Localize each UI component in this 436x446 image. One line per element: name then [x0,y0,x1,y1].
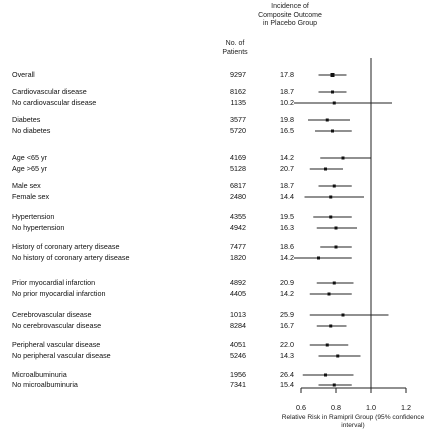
incidence-value: 20.7 [280,164,294,173]
patients-count: 4355 [230,212,246,221]
subgroup-label: Age <65 yr [12,153,47,162]
x-axis-label: Relative Risk in Ramipril Group (95% con… [281,414,425,429]
incidence-value: 14.2 [280,153,294,162]
incidence-value: 14.2 [280,253,294,262]
subgroup-label: Overall [12,70,35,79]
point-estimate [331,129,334,133]
incidence-value: 14.4 [280,192,294,201]
x-tick-label: 0.6 [296,403,306,412]
point-estimate [332,383,336,387]
patients-count: 6817 [230,181,246,190]
point-estimate [329,215,333,219]
patients-count: 4051 [230,340,246,349]
incidence-value: 18.7 [280,87,294,96]
incidence-value: 19.5 [280,212,294,221]
point-estimate [334,245,338,249]
incidence-value: 14.3 [280,351,294,360]
incidence-value: 14.2 [280,289,294,298]
patients-count: 3577 [230,115,246,124]
subgroup-label: No history of coronary artery disease [12,253,130,262]
patients-count: 4405 [230,289,246,298]
point-estimate [332,184,336,188]
subgroup-label: No cerebrovascular disease [12,321,102,330]
point-estimate [332,101,336,105]
patients-count: 7477 [230,242,246,251]
incidence-column-header: Incidence of Composite Outcome in Placeb… [258,3,322,27]
incidence-value: 17.8 [280,70,294,79]
patients-count: 7341 [230,380,246,389]
subgroup-label: History of coronary artery disease [12,242,120,251]
point-estimate [331,90,334,94]
subgroup-label: Prior myocardial infarction [12,278,96,287]
subgroup-label: Hypertension [12,212,55,221]
point-estimate [330,73,335,77]
point-estimate [327,292,331,296]
x-tick-label: 0.8 [331,403,341,412]
incidence-value: 15.4 [280,380,294,389]
subgroup-label: Microalbuminuria [12,370,67,379]
subgroup-label: Age >65 yr [12,164,47,173]
point-estimate [325,118,329,122]
point-estimate [329,324,333,328]
subgroup-label: Diabetes [12,115,41,124]
incidence-value: 18.6 [280,242,294,251]
point-estimate [324,373,327,377]
point-estimate [332,281,336,285]
subgroup-label: No cardiovascular disease [12,98,97,107]
patients-count: 1013 [230,310,246,319]
point-estimate [336,354,340,358]
patients-count: 9297 [230,70,246,79]
patients-count: 1820 [230,253,246,262]
patients-count: 4169 [230,153,246,162]
point-estimate [317,256,320,260]
point-estimate [341,156,345,160]
incidence-value: 26.4 [280,370,294,379]
incidence-value: 25.9 [280,310,294,319]
patients-count: 5720 [230,126,246,135]
subgroup-label: Female sex [12,192,50,201]
point-estimate [324,167,327,171]
subgroup-label: No prior myocardial infarction [12,289,106,298]
subgroup-label: Cerebrovascular disease [12,310,92,319]
incidence-value: 19.8 [280,115,294,124]
point-estimate [325,343,329,347]
patients-count: 8162 [230,87,246,96]
incidence-value: 10.2 [280,98,294,107]
patients-count: 2480 [230,192,246,201]
incidence-value: 16.3 [280,223,294,232]
incidence-value: 22.0 [280,340,294,349]
incidence-value: 18.7 [280,181,294,190]
subgroup-label: No microalbuminuria [12,380,78,389]
patients-count: 8284 [230,321,246,330]
subgroup-label: Cardiovascular disease [12,87,87,96]
x-tick-label: 1.0 [366,403,376,412]
incidence-value: 16.7 [280,321,294,330]
point-estimate [341,313,345,317]
incidence-value: 20.9 [280,278,294,287]
patients-count: 4892 [230,278,246,287]
point-estimate [329,195,333,199]
point-estimate [334,226,338,230]
subgroup-label: No peripheral vascular disease [12,351,111,360]
patients-count: 5128 [230,164,246,173]
subgroup-label: No diabetes [12,126,51,135]
patients-column-header: No. of Patients [222,40,248,56]
incidence-value: 16.5 [280,126,294,135]
subgroup-label: No hypertension [12,223,65,232]
x-tick-label: 1.2 [401,403,411,412]
subgroup-label: Peripheral vascular disease [12,340,101,349]
subgroup-label: Male sex [12,181,41,190]
patients-count: 1135 [230,98,246,107]
patients-count: 5246 [230,351,246,360]
patients-count: 4942 [230,223,246,232]
patients-count: 1956 [230,370,246,379]
